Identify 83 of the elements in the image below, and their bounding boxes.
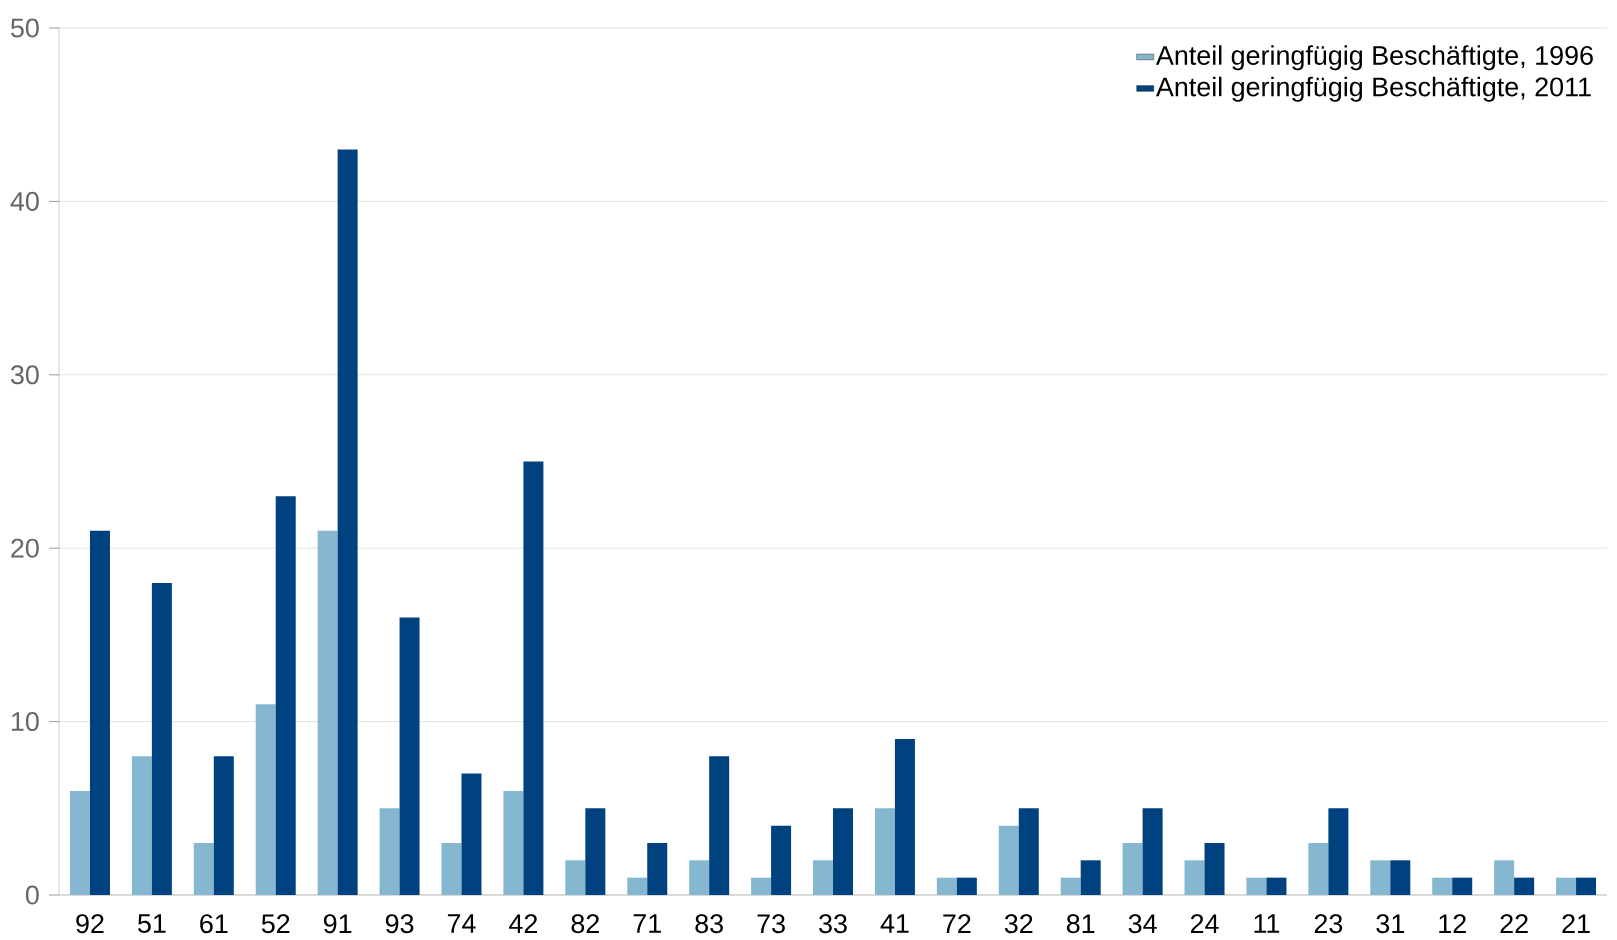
bar — [193, 842, 214, 895]
bar — [647, 842, 668, 895]
bar — [1370, 860, 1391, 895]
bar — [585, 808, 606, 895]
bar — [1080, 860, 1101, 895]
bar — [69, 790, 90, 895]
bar — [689, 860, 710, 895]
bar — [833, 808, 854, 895]
legend-label: Anteil geringfügig Beschäftigte, 1996 — [1155, 45, 1593, 71]
x-tick-label: 11 — [1254, 914, 1280, 933]
bar — [1266, 877, 1287, 895]
x-tick-label: 93 — [385, 914, 414, 934]
bar — [213, 756, 234, 895]
x-tick-label: 82 — [571, 914, 599, 934]
bar — [1452, 877, 1473, 895]
bar — [1122, 842, 1143, 895]
bar — [771, 825, 792, 895]
x-tick-label: 32 — [1004, 914, 1033, 934]
bar — [1514, 877, 1535, 895]
bar — [1018, 808, 1039, 895]
bar — [874, 808, 895, 895]
bar — [379, 808, 400, 895]
bar — [255, 704, 276, 895]
x-tick-label: 42 — [509, 914, 538, 933]
y-tick-label: 10 — [11, 712, 39, 732]
bar — [89, 530, 110, 895]
bar — [523, 461, 544, 895]
bar — [751, 877, 772, 895]
bar — [1494, 860, 1515, 895]
x-tick-label: 24 — [1190, 914, 1219, 933]
x-tick-label: 61 — [200, 914, 228, 934]
bar — [565, 860, 586, 895]
bar — [1184, 860, 1205, 895]
bar — [1060, 877, 1081, 895]
y-tick-label: 0 — [25, 885, 39, 905]
x-tick-label: 23 — [1314, 914, 1343, 934]
x-tick-label: 41 — [880, 914, 909, 933]
legend-label: Anteil geringfügig Beschäftigte, 2011 — [1155, 76, 1591, 102]
x-tick-label: 92 — [76, 914, 104, 934]
bar — [998, 825, 1019, 895]
x-tick-label: 73 — [757, 914, 785, 934]
x-tick-label: 91 — [323, 914, 352, 934]
bar — [1556, 877, 1577, 895]
bar — [894, 738, 915, 895]
x-tick-label: 74 — [447, 914, 476, 933]
bar — [441, 842, 462, 895]
bar — [317, 530, 338, 895]
x-tick-label: 31 — [1376, 914, 1404, 934]
bar — [1328, 808, 1349, 895]
bar — [813, 860, 834, 895]
y-tick-label: 30 — [10, 365, 39, 385]
x-tick-label: 52 — [261, 914, 290, 934]
bar — [275, 496, 296, 895]
x-tick-label: 21 — [1562, 914, 1590, 933]
bar — [503, 790, 524, 895]
bar — [1576, 877, 1597, 895]
y-tick-label: 50 — [10, 18, 39, 38]
bar — [627, 877, 648, 895]
bar — [1204, 842, 1225, 895]
bar — [1308, 842, 1329, 895]
bar — [1142, 808, 1163, 895]
x-tick-label: 72 — [943, 914, 971, 933]
bar — [956, 877, 977, 895]
bar — [399, 617, 420, 895]
x-tick-label: 83 — [695, 914, 723, 934]
x-tick-label: 12 — [1439, 914, 1466, 933]
y-tick-label: 40 — [10, 191, 39, 211]
bar — [709, 756, 730, 895]
bar — [151, 582, 172, 895]
bar — [1390, 860, 1411, 895]
bar — [461, 773, 482, 895]
bar — [1432, 877, 1453, 895]
x-tick-label: 22 — [1500, 914, 1528, 933]
x-tick-label: 51 — [138, 914, 166, 933]
x-tick-label: 34 — [1128, 914, 1157, 934]
y-tick-label: 20 — [11, 538, 39, 558]
bar — [131, 756, 152, 895]
x-tick-label: 33 — [819, 914, 847, 934]
bar — [936, 877, 957, 895]
bar — [1246, 877, 1267, 895]
x-tick-label: 71 — [633, 914, 661, 933]
bar — [337, 149, 358, 895]
x-tick-label: 81 — [1066, 914, 1095, 934]
